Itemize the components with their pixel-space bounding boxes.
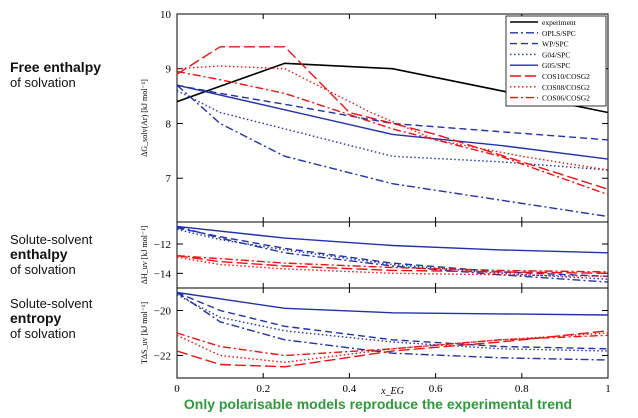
- y-tick-label: 9: [166, 64, 172, 76]
- y-tick-label: 7: [166, 173, 172, 185]
- y-axis-label: ΔG_solv(Ar) [kJ mol⁻¹]: [140, 79, 149, 157]
- entropy-line2: entropy: [10, 310, 62, 326]
- legend-label: G05/SPC: [542, 61, 570, 70]
- x-tick-label: 0: [174, 383, 180, 395]
- series-line-opls-spc: [176, 225, 609, 283]
- entropy-label: Solute-solvent entropy of solvation: [10, 296, 92, 341]
- legend-label: G04/SPC: [542, 50, 570, 59]
- x-axis-label: x_EG: [380, 386, 404, 397]
- x-tick-label: 0.4: [343, 383, 357, 395]
- series-line-opls-spc: [176, 291, 609, 361]
- x-tick-label: 0.2: [256, 383, 270, 395]
- series-line-cos10-cosg2: [176, 255, 609, 274]
- panel-free: 7 8 9 10 ΔG_solv(Ar) [kJ mol⁻¹]: [140, 9, 609, 223]
- series-line-cos08-cosg2: [176, 65, 609, 171]
- legend-label: COS10/COSG2: [542, 72, 590, 81]
- series-line-cos06-cosg2: [176, 70, 609, 196]
- y-tick-label: 8: [166, 118, 172, 130]
- y-tick-label: −22: [154, 351, 171, 363]
- x-tick-label: 1: [605, 383, 611, 395]
- x-tick-label: 0.6: [429, 383, 443, 395]
- y-axis-label: ΔH_uv [kJ mol⁻¹]: [140, 225, 149, 284]
- free-enthalpy-label: Free enthalpy of solvation: [10, 59, 102, 91]
- entropy-line1: Solute-solvent: [10, 296, 93, 311]
- y-axis-label: TΔS_uv [kJ mol⁻¹]: [140, 302, 149, 364]
- legend-label: OPLS/SPC: [542, 29, 576, 38]
- series-line-cos06-cosg2: [176, 332, 609, 357]
- series-line-cos08-cosg2: [176, 256, 609, 277]
- legend-label: WP/SPC: [542, 40, 569, 49]
- conclusion-footer: Only polarisable models reproduce the ex…: [183, 396, 573, 412]
- legend-label: COS06/COSG2: [542, 94, 590, 103]
- series-line-g04-spc: [176, 294, 609, 352]
- enthalpy-line3: of solvation: [10, 262, 76, 277]
- series-line-cos10-cosg2: [176, 46, 609, 190]
- free-enthalpy-line1: Free enthalpy: [10, 59, 102, 75]
- y-tick-label: 10: [160, 9, 172, 21]
- enthalpy-line1: Solute-solvent: [10, 232, 93, 247]
- series-line-opls-spc: [176, 84, 609, 218]
- series-line-wp-spc: [176, 227, 609, 277]
- panel-enthalpy: −12 −14 ΔH_uv [kJ mol⁻¹]: [140, 221, 609, 289]
- series-line-g04-spc: [176, 228, 609, 280]
- legend-label: COS08/COSG2: [542, 83, 590, 92]
- series-line-g05-spc: [176, 225, 609, 254]
- series-line-cos10-cosg2: [176, 330, 609, 368]
- series-line-g05-spc: [176, 291, 609, 316]
- series-line-g05-spc: [176, 84, 609, 160]
- x-tick-label: 0.8: [515, 383, 529, 395]
- free-enthalpy-line2: of solvation: [10, 75, 76, 90]
- enthalpy-label: Solute-solvent enthalpy of solvation: [10, 232, 92, 277]
- y-tick-label: −12: [154, 239, 171, 251]
- series-line-wp-spc: [176, 291, 609, 350]
- y-tick-label: −20: [154, 306, 172, 318]
- entropy-line3: of solvation: [10, 326, 76, 341]
- y-tick-label: −14: [154, 268, 172, 280]
- series-line-cos06-cosg2: [176, 255, 609, 273]
- enthalpy-line2: enthalpy: [10, 246, 68, 262]
- series-line-wp-spc: [176, 84, 609, 141]
- legend-box: [505, 15, 607, 107]
- legend-label: experiment: [542, 18, 577, 27]
- panel-entropy: −20 −22 TΔS_uv [kJ mol⁻¹]: [140, 287, 609, 379]
